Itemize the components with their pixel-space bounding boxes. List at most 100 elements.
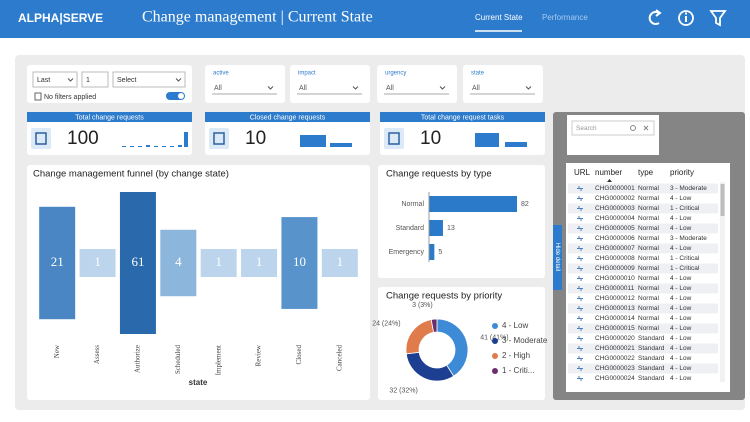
funnel-bar: [241, 249, 278, 277]
table-cell: CHG0000022: [595, 355, 635, 362]
funnel-value: 10: [293, 254, 306, 269]
filter-icon[interactable]: [709, 10, 727, 27]
clear-icon: [643, 125, 649, 131]
checkbox-icon: [34, 92, 42, 101]
url-link-icon[interactable]: [577, 316, 583, 321]
url-link-icon[interactable]: [577, 286, 583, 291]
slicer-value: All: [472, 85, 480, 92]
url-link-icon[interactable]: [577, 256, 583, 261]
table-cell: Normal: [638, 285, 660, 292]
url-link-icon[interactable]: [577, 326, 583, 331]
tab[interactable]: Performance: [542, 13, 588, 22]
input-box[interactable]: [32, 71, 78, 88]
url-link-icon[interactable]: [577, 216, 583, 221]
table-cell: CHG0000014: [595, 315, 635, 322]
column-header: type: [638, 168, 654, 177]
column-header: URL: [574, 168, 591, 177]
bar: [429, 220, 443, 236]
table-cell: 4 - Low: [670, 355, 692, 362]
url-link-icon[interactable]: [577, 356, 583, 361]
url-link-icon[interactable]: [577, 306, 583, 311]
url-link-icon[interactable]: [577, 196, 583, 201]
funnel-bar: [281, 217, 318, 309]
input-value: Last: [37, 77, 50, 84]
hide-detail: Hide detail: [554, 243, 560, 271]
x-tick-label: Authorize: [134, 345, 142, 373]
sparkline-bar: [170, 146, 174, 147]
info-icon[interactable]: [678, 10, 694, 26]
input-box[interactable]: [112, 71, 186, 88]
refresh-icon[interactable]: [648, 9, 662, 25]
y-tick-label: Normal: [401, 201, 424, 208]
table-cell: Normal: [638, 205, 660, 212]
tab[interactable]: Current State: [475, 13, 523, 22]
url-link-icon[interactable]: [577, 366, 583, 371]
row-stripe: [568, 363, 718, 374]
funnel-value: 1: [215, 254, 222, 269]
row-stripe: [568, 283, 718, 294]
search-icon: [630, 125, 636, 131]
funnel-value: 1: [337, 254, 344, 269]
table-cell: Standard: [638, 375, 665, 382]
table-cell: Normal: [638, 195, 660, 202]
url-link-icon[interactable]: [577, 376, 583, 381]
funnel-value: 1: [256, 254, 263, 269]
table-cell: 4 - Low: [670, 275, 692, 282]
chevron: [267, 86, 274, 90]
x-tick-label: Closed: [295, 345, 303, 365]
kpi-value: 100: [67, 128, 99, 149]
url-link-icon[interactable]: [577, 276, 583, 281]
table-cell: Normal: [638, 315, 660, 322]
kpi-value: 10: [420, 128, 441, 149]
row-stripe: [568, 243, 718, 254]
table-cell: 4 - Low: [670, 325, 692, 332]
funnel-bar: [119, 192, 156, 334]
kpi-icon: [31, 128, 51, 149]
x-tick-label: Scheduled: [174, 345, 182, 375]
url-link-icon[interactable]: [577, 206, 583, 211]
slicer-label: urgency: [385, 71, 406, 77]
data-label: 13: [447, 225, 455, 232]
donut-slice: [430, 318, 438, 333]
legend-label: 4 - Low: [502, 321, 528, 330]
sparkline-bar: [178, 145, 182, 147]
x-tick-label: Review: [255, 344, 263, 366]
table-cell: CHG0000003: [595, 205, 635, 212]
chart-title: Change management funnel (by change stat…: [33, 169, 229, 180]
card: [27, 165, 370, 400]
url-link-icon[interactable]: [577, 186, 583, 191]
url-link-icon[interactable]: [577, 336, 583, 341]
table-cell: Normal: [638, 255, 660, 262]
funnel-bar: [79, 249, 116, 277]
scroll-thumb[interactable]: [720, 184, 725, 216]
url-link-icon[interactable]: [577, 236, 583, 241]
kpi-icon-glyph: [35, 132, 47, 145]
data-label: 24 (24%): [372, 320, 400, 327]
x-tick-label: Canceled: [335, 345, 343, 372]
slicer-value: All: [214, 85, 222, 92]
table-cell: 3 - Moderate: [670, 185, 707, 192]
url-link-icon[interactable]: [577, 246, 583, 251]
row-stripe: [568, 203, 718, 214]
kpi-title: Closed change requests: [250, 114, 326, 121]
url-link-icon[interactable]: [577, 346, 583, 351]
legend-swatch: [492, 338, 498, 344]
slicer-label: impact: [298, 71, 316, 77]
bar: [429, 196, 517, 212]
search-box[interactable]: [571, 120, 655, 136]
slicer-label: active: [213, 71, 229, 77]
input-box[interactable]: [81, 71, 109, 88]
x-tick-label: New: [53, 344, 61, 358]
url-link-icon[interactable]: [577, 226, 583, 231]
chevron: [439, 86, 446, 90]
sparkline-bar: [505, 142, 527, 147]
table-cell: 4 - Low: [670, 285, 692, 292]
search-placeholder: Search: [576, 125, 597, 132]
table-cell: Normal: [638, 275, 660, 282]
kpi-title: Total change requests: [75, 114, 144, 121]
hide-detail-tab[interactable]: [553, 225, 562, 290]
table-cell: CHG0000002: [595, 195, 635, 202]
url-link-icon[interactable]: [577, 266, 583, 271]
url-link-icon[interactable]: [577, 296, 583, 301]
